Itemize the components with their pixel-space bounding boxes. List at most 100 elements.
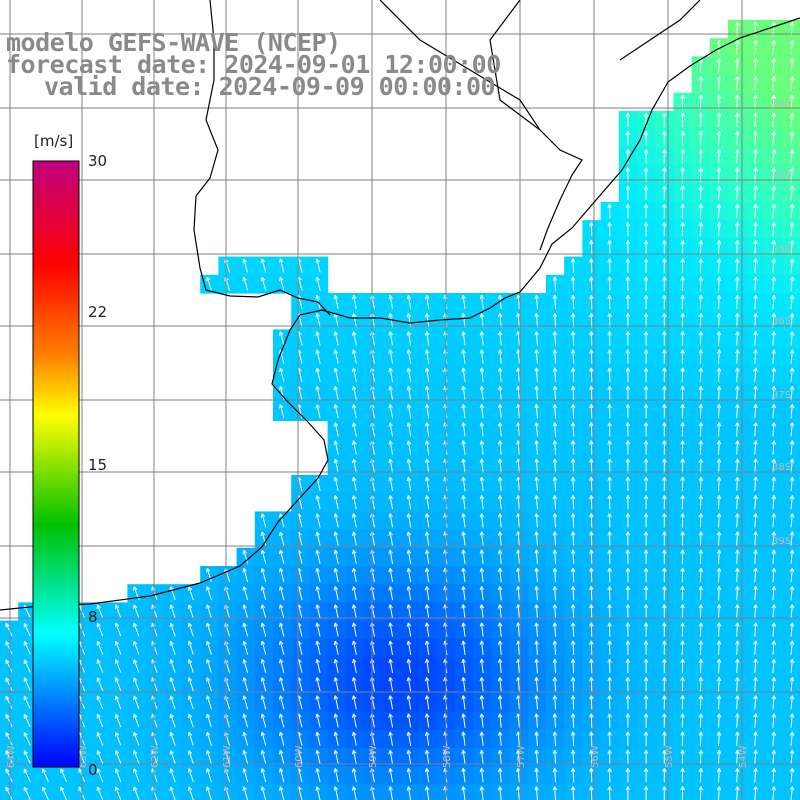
wind-arrow [570,294,576,310]
wind-arrow [680,440,685,455]
wind-arrow [735,331,740,346]
wind-arrow [552,458,558,473]
wind-arrow [789,58,795,73]
map-title-valid-date: valid date: 2024-09-09 00:00:00 [44,72,496,101]
wind-arrow [643,367,649,382]
wind-arrow [680,94,685,109]
wind-arrow [351,294,357,310]
wind-arrow [753,385,758,401]
wind-arrow [534,422,539,437]
latitude-label: 36S [772,316,791,327]
wind-arrow [479,367,485,382]
wind-arrow [589,422,594,437]
wind-arrow [589,385,594,401]
wind-arrow [662,422,667,437]
wind-arrow [753,404,758,419]
wind-arrow [716,167,722,182]
wind-speed-cell [273,784,292,800]
wind-arrow [534,476,539,492]
wind-arrow [497,495,503,510]
wind-arrow [589,458,594,473]
wind-arrow [589,276,594,291]
wind-arrow [716,58,722,73]
wind-speed-cell [182,784,201,800]
wind-arrow [789,385,795,401]
colorbar-tick-15: 15 [88,456,108,474]
latitude-label: 33S [772,98,791,109]
wind-arrow [680,422,685,437]
colorbar-tick-8: 8 [88,608,98,626]
wind-arrow [698,404,704,419]
wind-arrow [735,222,740,237]
wind-arrow [789,331,795,346]
wind-arrow [607,349,612,364]
wind-arrow [552,276,558,291]
wind-speed-cell [109,784,128,800]
wind-arrow [643,476,649,492]
wind-speed-cell [54,784,74,800]
wind-arrow [735,258,740,273]
wind-arrow [424,476,430,492]
wind-arrow [497,476,503,492]
wind-arrow [461,404,466,419]
wind-arrow [698,131,704,146]
wind-arrow [552,476,558,492]
wind-arrow [716,349,722,364]
wind-arrow [552,422,558,437]
wind-arrow [643,185,649,200]
wind-arrow [607,404,612,419]
wind-arrow [552,331,558,346]
wind-arrow [771,40,777,55]
wind-arrow [680,240,685,255]
wind-arrow [315,495,321,510]
wind-arrow [771,76,777,91]
wind-arrow [662,313,667,328]
wind-arrow [789,258,795,273]
wind-arrow [424,404,430,419]
wind-arrow [570,276,576,291]
wind-arrow [662,222,667,237]
wind-arrow [625,385,631,401]
wind-arrow [461,367,466,382]
wind-arrow [789,404,795,419]
wind-arrow [242,276,249,291]
wind-arrow [388,404,394,419]
wind-arrow [333,458,339,473]
wind-speed-cell [145,784,165,800]
wind-arrow [315,331,321,346]
border-outline [379,0,583,251]
wind-arrow [735,58,740,73]
longitude-label: 60W [294,745,305,768]
wind-arrow [589,349,594,364]
wind-arrow [716,149,722,164]
wind-arrow [552,385,558,401]
wind-arrow [278,367,285,382]
wind-arrow [662,149,667,164]
wind-arrow [680,185,685,200]
wind-arrow [625,331,631,346]
wind-arrow [716,331,722,346]
wind-arrow [497,385,503,401]
wind-arrow [662,112,667,128]
wind-arrow [388,349,394,364]
wind-arrow [333,294,339,310]
wind-arrow [406,404,412,419]
wind-arrow [735,385,740,401]
wind-arrow [643,331,649,346]
wind-arrow [662,404,667,419]
wind-arrow [771,112,777,128]
wind-arrow [789,40,795,55]
wind-arrow [479,422,485,437]
wind-arrow [315,258,321,273]
wind-arrow [570,404,576,419]
latitude-label: 34S [772,170,791,181]
wind-arrow [771,458,777,473]
colorbar-tick-22: 22 [88,303,108,321]
wind-arrow [643,440,649,455]
longitude-label: 57W [516,745,527,768]
wind-arrow [716,40,722,55]
wind-arrow [716,404,722,419]
wind-arrow [735,112,740,128]
wind-arrow [698,167,704,182]
wind-arrow [753,203,758,219]
